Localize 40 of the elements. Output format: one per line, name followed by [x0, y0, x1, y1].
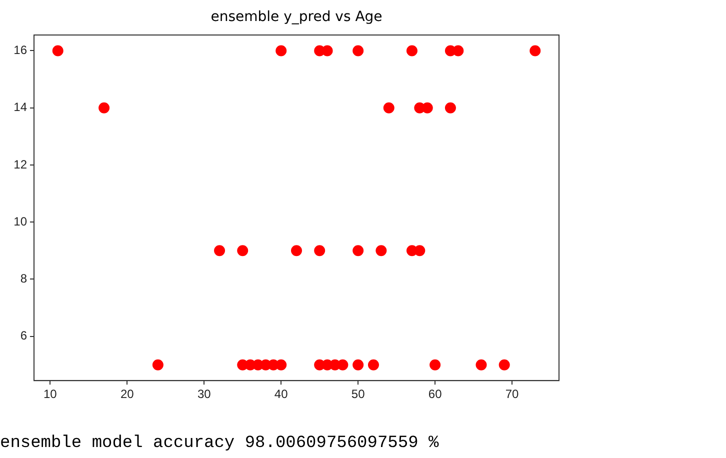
chart-title: ensemble y_pred vs Age: [210, 9, 384, 25]
point: [276, 359, 287, 370]
x-tick-label: 20: [120, 387, 134, 402]
point: [352, 45, 364, 56]
point: [352, 359, 364, 370]
point: [276, 45, 287, 56]
point: [291, 245, 302, 256]
point: [498, 359, 510, 370]
point: [530, 45, 541, 56]
point: [214, 245, 226, 256]
y-tick-label: 16: [14, 43, 28, 58]
y-tick-label: 10: [14, 214, 28, 228]
point: [368, 359, 379, 370]
point: [476, 359, 487, 370]
x-tick-label: 50: [351, 387, 366, 402]
point: [383, 102, 394, 114]
point: [430, 359, 441, 370]
x-tick-label: 10: [43, 387, 58, 402]
x-tick-label: 30: [197, 387, 212, 402]
x-tick-label: 40: [274, 387, 288, 402]
y-tick-label: 6: [20, 328, 28, 343]
point: [337, 359, 348, 370]
point: [444, 102, 456, 114]
point: [406, 45, 418, 56]
point: [98, 102, 110, 114]
x-tick-label: 70: [505, 387, 520, 402]
y-tick-label: 12: [14, 157, 28, 172]
point: [314, 245, 326, 256]
text: ensemble model accuracy 98.00609756097559 %: [0, 434, 439, 453]
point: [52, 45, 64, 56]
x-tick-label: 60: [428, 387, 442, 402]
point: [322, 45, 333, 56]
point: [152, 359, 164, 370]
y-tick-label: 8: [20, 272, 28, 286]
point: [352, 245, 364, 256]
point: [414, 245, 426, 256]
point: [376, 245, 387, 256]
point: [237, 245, 248, 256]
point: [452, 45, 464, 56]
y-tick-label: 14: [14, 100, 28, 114]
